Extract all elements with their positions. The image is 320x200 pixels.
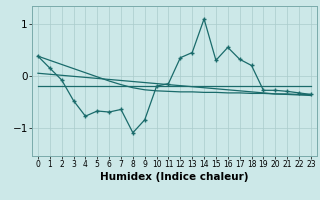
X-axis label: Humidex (Indice chaleur): Humidex (Indice chaleur)	[100, 172, 249, 182]
